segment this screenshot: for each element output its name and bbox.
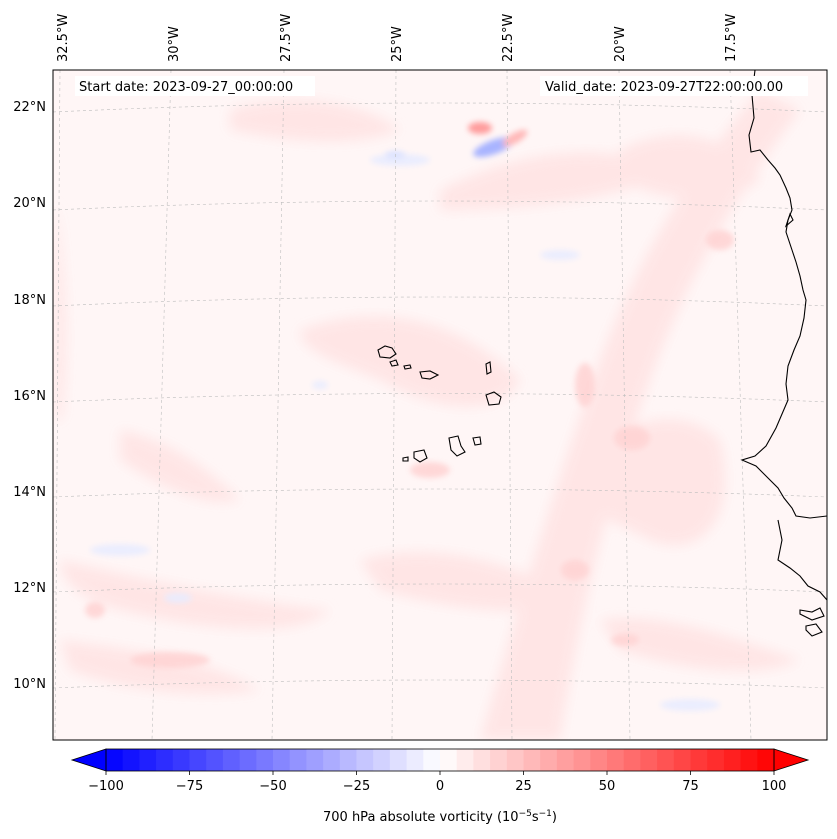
colorbar-tick-label: −75 bbox=[176, 779, 203, 794]
colorbar-tick-label: 25 bbox=[515, 779, 532, 794]
colorbar-tick-label: 100 bbox=[762, 779, 787, 794]
colorbar-cell bbox=[189, 749, 207, 771]
lat-label: 20°N bbox=[13, 196, 46, 211]
colorbar-cell bbox=[673, 749, 691, 771]
colorbar-cell bbox=[222, 749, 241, 771]
colorbar-cell bbox=[339, 749, 357, 771]
colorbar-cell bbox=[456, 749, 474, 771]
colorbar-label: 700 hPa absolute vorticity (10−5s−1) bbox=[323, 809, 557, 825]
colorbar-tick-label: −50 bbox=[259, 779, 286, 794]
colorbar-cells bbox=[106, 749, 775, 771]
colorbar-cell bbox=[273, 749, 291, 771]
colorbar-cell bbox=[440, 749, 458, 771]
colorbar-tick-label: 50 bbox=[599, 779, 616, 794]
colorbar-cell bbox=[707, 749, 725, 771]
lat-label: 16°N bbox=[13, 389, 46, 404]
gridlines bbox=[53, 70, 827, 740]
longitude-labels: 32.5°W 30°W 27.5°W 25°W 22.5°W 20°W 17.5… bbox=[56, 14, 739, 62]
lon-label: 20°W bbox=[613, 26, 628, 62]
colorbar-cell bbox=[757, 749, 775, 771]
colorbar-cell bbox=[106, 749, 124, 771]
colorbar-cell bbox=[740, 749, 758, 771]
lat-label: 22°N bbox=[13, 100, 46, 115]
lat-label: 12°N bbox=[13, 581, 46, 596]
lon-label: 32.5°W bbox=[56, 14, 71, 62]
lon-label: 22.5°W bbox=[501, 14, 516, 62]
colorbar-cell bbox=[172, 749, 190, 771]
latitude-labels: 22°N 20°N 18°N 16°N 14°N 12°N 10°N bbox=[13, 100, 46, 692]
colorbar-cell bbox=[239, 749, 257, 771]
colorbar-cell bbox=[490, 749, 508, 771]
coastline bbox=[740, 70, 827, 637]
colorbar-cell bbox=[306, 749, 324, 771]
colorbar-cell bbox=[623, 749, 641, 771]
valid-date-box bbox=[540, 76, 808, 96]
lon-label: 17.5°W bbox=[724, 14, 739, 62]
colorbar-cell bbox=[690, 749, 708, 771]
map-frame bbox=[52, 69, 828, 741]
colorbar-cell bbox=[156, 749, 174, 771]
colorbar-cell bbox=[723, 749, 742, 771]
vorticity-field bbox=[55, 90, 800, 740]
colorbar-cell bbox=[423, 749, 441, 771]
start-date-box bbox=[75, 76, 315, 96]
colorbar-cell bbox=[506, 749, 524, 771]
colorbar-cell bbox=[473, 749, 491, 771]
colorbar-cell bbox=[139, 749, 157, 771]
colorbar-cell bbox=[122, 749, 140, 771]
colorbar-cell bbox=[590, 749, 608, 771]
colorbar-cell bbox=[373, 749, 391, 771]
start-date-label: Start date: 2023-09-27_00:00:00 bbox=[79, 80, 293, 95]
colorbar-cell bbox=[206, 749, 224, 771]
valid-date-label: Valid_date: 2023-09-27T22:00:00.00 bbox=[545, 80, 783, 95]
colorbar-tick-label: −100 bbox=[88, 779, 124, 794]
colorbar-cell bbox=[356, 749, 374, 771]
colorbar-cell bbox=[523, 749, 541, 771]
lat-label: 14°N bbox=[13, 485, 46, 500]
colorbar-tick-label: 75 bbox=[682, 779, 699, 794]
colorbar-cell bbox=[640, 749, 658, 771]
colorbar-tick-label: −25 bbox=[343, 779, 370, 794]
lon-label: 27.5°W bbox=[279, 14, 294, 62]
lat-label: 10°N bbox=[13, 677, 46, 692]
colorbar-cell bbox=[389, 749, 408, 771]
colorbar: −100 −75 −50 −25 0 25 50 75 100 700 hPa absolute… bbox=[70, 748, 810, 825]
cape-verde-islands bbox=[377, 345, 502, 463]
colorbar-cell bbox=[573, 749, 591, 771]
colorbar-cell bbox=[406, 749, 424, 771]
colorbar-extend-high bbox=[773, 748, 810, 772]
colorbar-cell bbox=[256, 749, 274, 771]
lon-label: 25°W bbox=[390, 26, 405, 62]
map-panel: Start date: 2023-09-27_00:00:00 Valid_da… bbox=[52, 69, 828, 741]
colorbar-cell bbox=[556, 749, 575, 771]
colorbar-tick-label: 0 bbox=[436, 779, 444, 794]
colorbar-cell bbox=[289, 749, 307, 771]
lon-label: 30°W bbox=[167, 26, 182, 62]
colorbar-cell bbox=[323, 749, 341, 771]
colorbar-extend-low bbox=[70, 748, 107, 772]
colorbar-cell bbox=[607, 749, 625, 771]
lat-label: 18°N bbox=[13, 293, 46, 308]
colorbar-cell bbox=[540, 749, 558, 771]
colorbar-cell bbox=[657, 749, 675, 771]
colorbar-ticks: −100 −75 −50 −25 0 25 50 75 100 bbox=[88, 771, 786, 794]
